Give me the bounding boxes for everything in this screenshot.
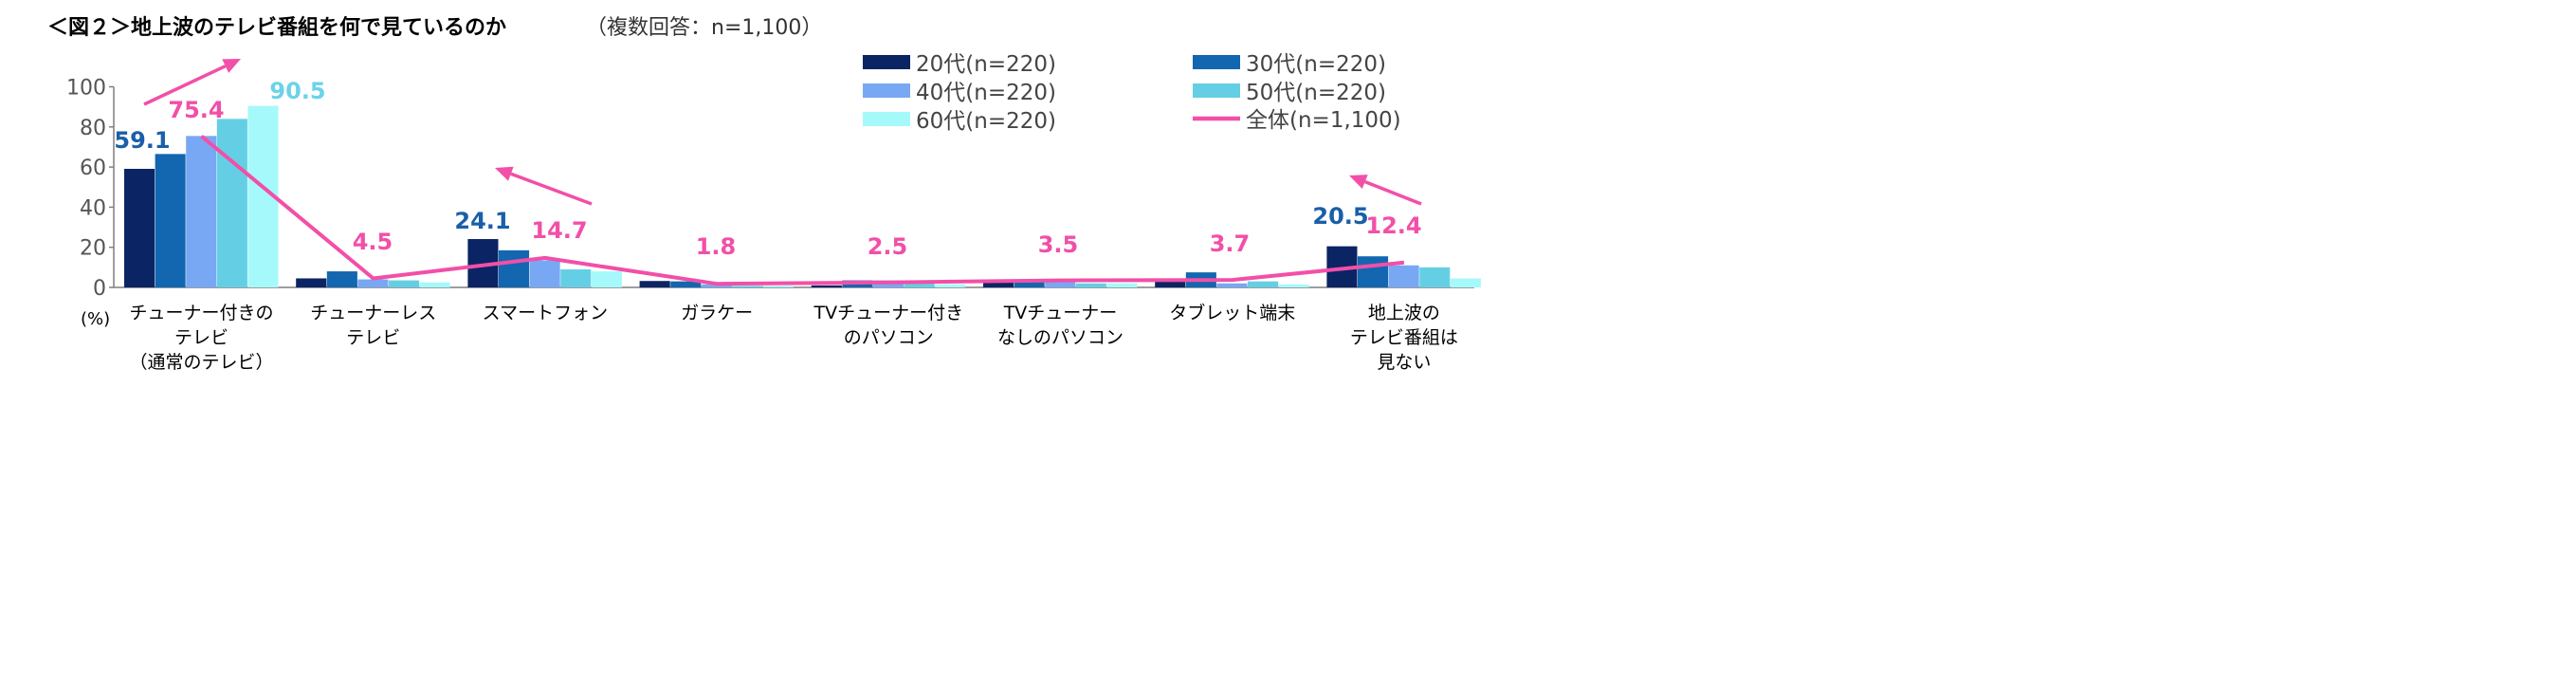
- legend-label: 全体(n=1,100): [1246, 108, 1401, 133]
- category-label: TVチューナー付き: [813, 303, 963, 323]
- category-label: （通常のテレビ）: [129, 352, 273, 373]
- bar-5-8: [1450, 278, 1481, 287]
- category-label: TVチューナー: [1003, 303, 1118, 323]
- bar-2-3: [499, 249, 530, 287]
- legend-swatch: [1193, 83, 1240, 98]
- y-unit-label: (%): [81, 309, 110, 329]
- bar-5-3: [591, 271, 622, 287]
- legend-swatch: [1193, 55, 1240, 69]
- bar-2-4: [670, 281, 702, 287]
- bar-5-2: [419, 282, 450, 287]
- chart: ＜図２＞地上波のテレビ番組を何で見ているのか （複数回答：n=1,100） 0 2…: [47, 15, 1481, 373]
- bar-5-6: [1106, 283, 1138, 287]
- bar-4-1: [216, 119, 247, 287]
- bar-3-3: [529, 260, 560, 287]
- bar-2-8: [1358, 256, 1389, 287]
- data-label: 75.4: [168, 97, 224, 123]
- legend-label: 60代(n=220): [916, 109, 1056, 134]
- data-label: 4.5: [353, 229, 393, 255]
- bar-3-4: [701, 284, 732, 287]
- trend-arrow-up-left-head: [495, 166, 514, 181]
- bar-2-2: [326, 271, 357, 287]
- data-label: 1.8: [696, 233, 737, 260]
- bar-4-7: [1248, 281, 1279, 287]
- trend-arrow-up-right-shaft: [143, 65, 227, 106]
- category-label: ガラケー: [681, 303, 753, 323]
- data-label: 24.1: [454, 208, 510, 234]
- data-labels: 59.1 75.4 90.5 4.5 24.1 14.7 1.8 2.5 3.5 3.7 20.51…: [114, 78, 1421, 260]
- category-label: チューナー付きの: [129, 303, 273, 323]
- legend-label: 40代(n=220): [916, 81, 1056, 105]
- chart-subtitle: （複数回答：n=1,100）: [586, 16, 822, 40]
- bar-4-6: [1075, 283, 1106, 287]
- chart-title: ＜図２＞地上波のテレビ番組を何で見ているのか: [47, 15, 506, 40]
- bar-1-5: [811, 285, 842, 287]
- trend-arrow-up-left-shaft: [1364, 179, 1422, 206]
- data-label: 59.1: [114, 127, 170, 154]
- bar-2-1: [155, 154, 186, 287]
- y-tick-label: 100: [66, 77, 106, 101]
- category-label: 見ない: [1377, 352, 1431, 373]
- bar-1-1: [124, 169, 155, 287]
- data-label: 12.4: [1365, 212, 1421, 239]
- legend-label: 50代(n=220): [1246, 81, 1386, 105]
- category-label: チューナーレス: [310, 303, 436, 323]
- y-tick-label: 60: [80, 157, 106, 180]
- bar-2-6: [1014, 280, 1045, 287]
- bar-1-4: [639, 281, 670, 287]
- bar-4-8: [1419, 267, 1451, 287]
- legend-label: 30代(n=220): [1246, 52, 1386, 77]
- legend: 20代(n=220) 30代(n=220) 40代(n=220) 50代(n=220)…: [863, 52, 1401, 134]
- bars: [124, 105, 1481, 287]
- category-label: タブレット端末: [1169, 302, 1295, 323]
- category-label: テレビ: [174, 327, 228, 348]
- data-label: 90.5: [269, 78, 325, 104]
- data-label: 14.7: [531, 217, 587, 244]
- bar-3-7: [1216, 283, 1248, 287]
- bar-1-6: [983, 282, 1014, 287]
- bar-3-1: [186, 136, 217, 287]
- bar-5-7: [1278, 284, 1309, 287]
- trend-arrow-up-right-head: [222, 59, 241, 73]
- legend-swatch: [863, 83, 910, 98]
- y-tick-label: 40: [80, 196, 106, 220]
- legend-label: 20代(n=220): [916, 52, 1056, 77]
- y-tick-label: 20: [80, 237, 106, 261]
- bar-5-4: [763, 286, 795, 287]
- y-tick-label: 80: [80, 117, 106, 140]
- total-line: [200, 134, 1405, 286]
- bar-3-6: [1045, 280, 1076, 287]
- bar-1-7: [1155, 281, 1186, 287]
- data-label: 2.5: [868, 233, 908, 260]
- bar-3-8: [1388, 265, 1419, 287]
- bar-4-5: [904, 283, 935, 287]
- y-tick-label: 0: [93, 277, 106, 301]
- category-label: テレビ: [346, 327, 400, 348]
- category-label: 地上波の: [1368, 303, 1440, 323]
- annotations: [143, 59, 1422, 206]
- data-label: 3.5: [1038, 231, 1079, 258]
- bar-4-2: [389, 280, 420, 287]
- category-label: スマートフォン: [483, 303, 608, 323]
- trend-arrow-up-left-head: [1349, 175, 1368, 190]
- data-label: 3.7: [1210, 230, 1251, 257]
- trend-arrow-up-left-shaft: [510, 172, 593, 206]
- bar-4-4: [732, 286, 763, 287]
- bar-5-5: [935, 284, 966, 287]
- bar-4-3: [560, 268, 592, 287]
- category-label: のパソコン: [844, 327, 934, 348]
- bar-1-2: [296, 278, 327, 287]
- category-label: テレビ番組は: [1350, 327, 1458, 348]
- total-line-layer: [200, 134, 1405, 286]
- bar-3-2: [357, 279, 389, 287]
- legend-swatch: [863, 112, 910, 126]
- category-label: なしのパソコン: [997, 327, 1124, 348]
- data-label: 20.5: [1312, 203, 1368, 230]
- legend-swatch: [863, 55, 910, 69]
